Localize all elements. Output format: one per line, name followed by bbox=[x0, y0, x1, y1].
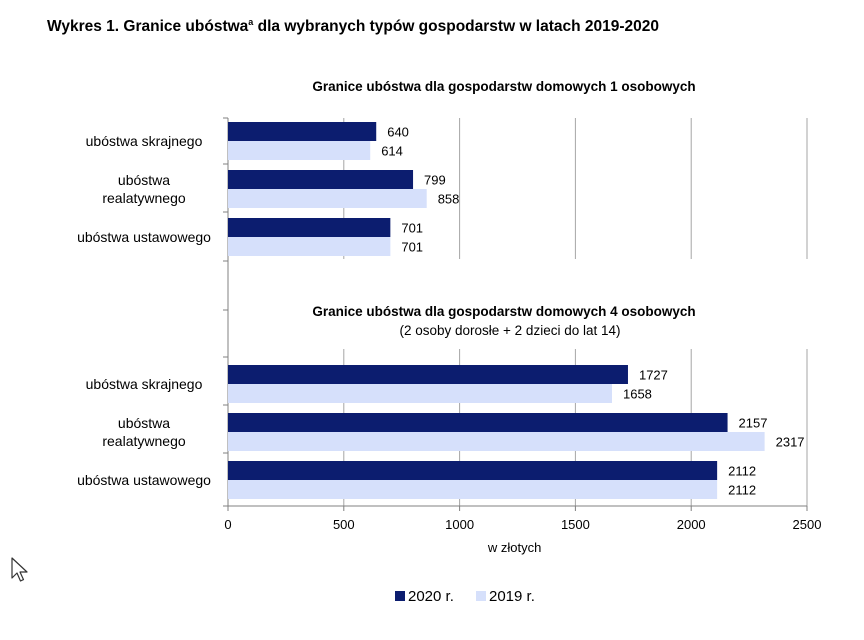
category-label: realatywnego bbox=[102, 433, 185, 449]
page-title-superscript: a bbox=[248, 16, 254, 27]
x-tick-label: 1000 bbox=[445, 517, 474, 532]
bar bbox=[228, 141, 371, 160]
legend-label: 2019 r. bbox=[489, 588, 535, 605]
x-tick-label: 2000 bbox=[677, 517, 706, 532]
bar bbox=[228, 480, 718, 499]
data-label: 2112 bbox=[728, 483, 756, 498]
data-label: 2112 bbox=[728, 464, 756, 479]
category-label: ubóstwa bbox=[118, 172, 170, 188]
data-label: 614 bbox=[381, 144, 403, 159]
legend-swatch bbox=[476, 591, 486, 601]
bar bbox=[228, 413, 728, 432]
x-tick-label: 2500 bbox=[793, 517, 822, 532]
data-label: 1658 bbox=[623, 387, 652, 402]
bar bbox=[228, 170, 414, 189]
data-label: 2157 bbox=[739, 416, 768, 431]
x-tick-label: 0 bbox=[224, 517, 231, 532]
data-label: 799 bbox=[424, 173, 446, 188]
chart-text: 0 500 1000 1500 2000 2500 w złotych Granice ubó… bbox=[77, 79, 821, 605]
category-label: ubóstwa bbox=[118, 415, 170, 431]
page-title-text: Wykres 1. Granice ubóstwa bbox=[47, 18, 249, 35]
category-label: ubóstwa ustawowego bbox=[77, 229, 211, 245]
panel-title: Granice ubóstwa dla gospodarstw domowych… bbox=[312, 304, 695, 319]
data-label: 858 bbox=[438, 192, 460, 207]
bar bbox=[228, 384, 612, 403]
bar bbox=[228, 432, 765, 451]
bar bbox=[228, 461, 718, 480]
x-tick-label: 1500 bbox=[561, 517, 590, 532]
category-label: ubóstwa skrajnego bbox=[86, 376, 203, 392]
data-label: 1727 bbox=[639, 368, 668, 383]
x-tick-label: 500 bbox=[333, 517, 355, 532]
page-title: Wykres 1. Granice ubóstwaa dla wybranych… bbox=[47, 16, 660, 36]
legend-swatch bbox=[395, 591, 405, 601]
category-label: realatywnego bbox=[102, 190, 185, 206]
legend-label: 2020 r. bbox=[408, 588, 454, 605]
data-label: 2317 bbox=[776, 435, 805, 450]
panel-title: Granice ubóstwa dla gospodarstw domowych… bbox=[312, 79, 695, 94]
x-axis-label: w złotych bbox=[487, 540, 541, 555]
page-title-rest: dla wybranych typów gospodarstw w latach… bbox=[253, 18, 660, 35]
bars bbox=[228, 122, 765, 499]
category-label: ubóstwa ustawowego bbox=[77, 472, 211, 488]
data-label: 701 bbox=[401, 240, 423, 255]
data-label: 640 bbox=[387, 125, 409, 140]
category-label: ubóstwa skrajnego bbox=[86, 133, 203, 149]
mouse-pointer-icon bbox=[11, 557, 28, 582]
bar bbox=[228, 237, 391, 256]
panel-subtitle: (2 osoby dorosłe + 2 dzieci do lat 14) bbox=[399, 323, 620, 338]
bar bbox=[228, 189, 427, 208]
bar bbox=[228, 365, 628, 384]
bar bbox=[228, 218, 391, 237]
bar bbox=[228, 122, 377, 141]
data-label: 701 bbox=[401, 221, 423, 236]
